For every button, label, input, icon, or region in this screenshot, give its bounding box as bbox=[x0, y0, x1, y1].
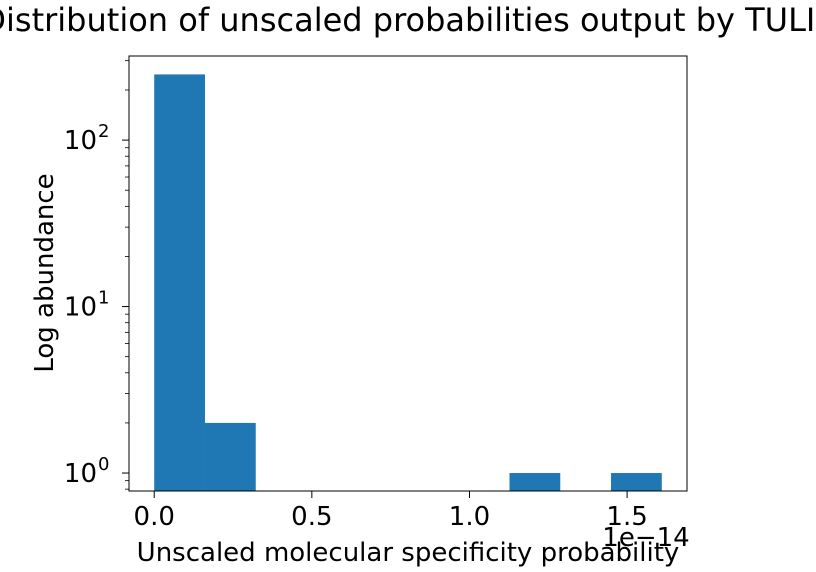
plot-area-frame bbox=[128, 55, 688, 492]
x-tick-label-0: 0.0 bbox=[134, 502, 175, 532]
x-tick-label-2: 1.0 bbox=[449, 502, 490, 532]
y-tick-label-0: 10 bbox=[64, 459, 97, 489]
x-tick-label-3: 1.5 bbox=[606, 502, 647, 532]
histogram-bar-7 bbox=[509, 473, 561, 491]
y-tick-label-1: 10 bbox=[64, 293, 97, 323]
y-tick-exponent-2: 2 bbox=[98, 121, 109, 142]
y-tick-label-2: 10 bbox=[64, 126, 97, 156]
histogram-bar-1 bbox=[204, 422, 256, 491]
histogram-bar-0 bbox=[154, 74, 205, 491]
x-axis-offset-label: 1e−14 bbox=[602, 523, 689, 553]
y-axis-label: Log abundance bbox=[30, 173, 60, 372]
x-axis-ticks: 0.0 0.5 1.0 1.5 bbox=[134, 491, 648, 532]
histogram-bar-9 bbox=[611, 473, 662, 491]
y-tick-exponent-0: 0 bbox=[98, 454, 109, 475]
histogram-bars bbox=[154, 74, 662, 491]
y-tick-exponent-1: 1 bbox=[98, 288, 109, 309]
chart-title: Distribution of unscaled probabilities o… bbox=[0, 1, 816, 39]
x-axis-label: Unscaled molecular specificity probabili… bbox=[137, 538, 680, 568]
x-tick-label-1: 0.5 bbox=[291, 502, 332, 532]
